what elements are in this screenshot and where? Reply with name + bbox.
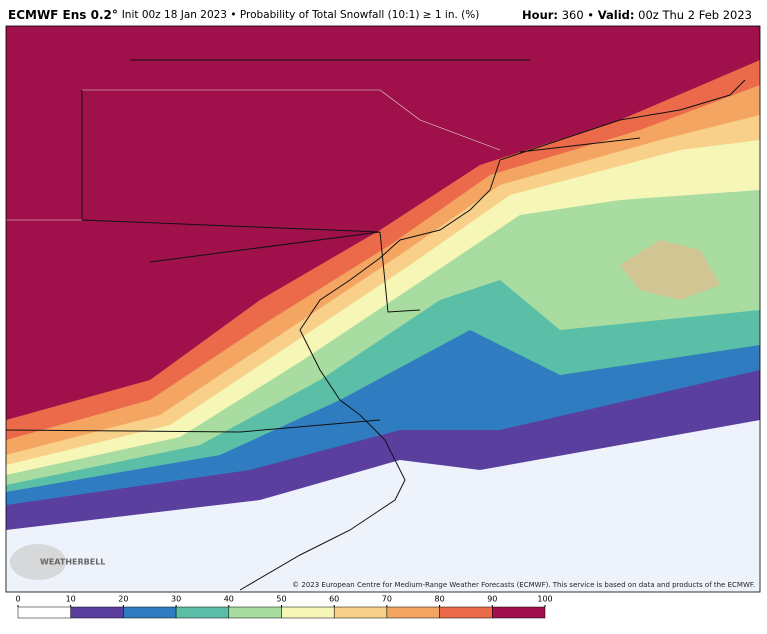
colorbar-swatch	[439, 606, 493, 619]
colorbar-swatch	[281, 606, 335, 619]
band-90	[6, 26, 760, 420]
valid-label: Valid:	[598, 8, 635, 22]
colorbar-tick-label: 60	[329, 595, 339, 604]
colorbar-tick-label: 100	[537, 595, 552, 604]
header-right: Hour: 360 • Valid: 00z Thu 2 Feb 2023	[522, 8, 752, 22]
colorbar-swatch	[492, 606, 546, 619]
colorbar-tick-label: 10	[66, 595, 76, 604]
model-name: ECMWF Ens 0.2°	[8, 8, 118, 22]
colorbar-swatch	[333, 606, 388, 619]
map-frame	[5, 25, 761, 593]
map: WEATHERBELL © 2023 European Centre for M…	[5, 25, 761, 593]
separator: •	[587, 8, 594, 22]
county-lines	[6, 89, 501, 221]
colorbar-tick-label: 20	[118, 595, 128, 604]
colorbar-tick-label: 50	[276, 595, 286, 604]
colorbar-tick-label: 70	[382, 595, 392, 604]
colorbar-tick-label: 80	[435, 595, 445, 604]
logo-mark	[10, 544, 66, 580]
band-detail	[620, 240, 720, 300]
header-left: ECMWF Ens 0.2° Init 00z 18 Jan 2023 • Pr…	[8, 8, 479, 22]
colorbar-swatch	[175, 606, 230, 619]
colorbar-tick-label: 90	[487, 595, 497, 604]
logo: WEATHERBELL	[40, 558, 105, 567]
colorbar-swatch	[386, 606, 440, 619]
copyright: © 2023 European Centre for Medium-Range …	[292, 581, 755, 589]
colorbar-tick-label: 0	[15, 595, 20, 604]
colorbar-swatch	[17, 606, 71, 619]
hour-label: Hour:	[522, 8, 558, 22]
colorbar: 0 10 20 30 40 50 60 70 80 90 100	[15, 595, 553, 619]
colorbar-tick-label: 30	[171, 595, 181, 604]
colorbar-swatch	[228, 606, 282, 619]
colorbar-swatch	[123, 606, 177, 619]
colorbar-tick-label: 40	[224, 595, 234, 604]
colorbar-swatch	[70, 606, 124, 619]
hour: 360	[562, 8, 584, 22]
valid: 00z Thu 2 Feb 2023	[638, 8, 752, 22]
description: Init 00z 18 Jan 2023 • Probability of To…	[122, 9, 480, 21]
